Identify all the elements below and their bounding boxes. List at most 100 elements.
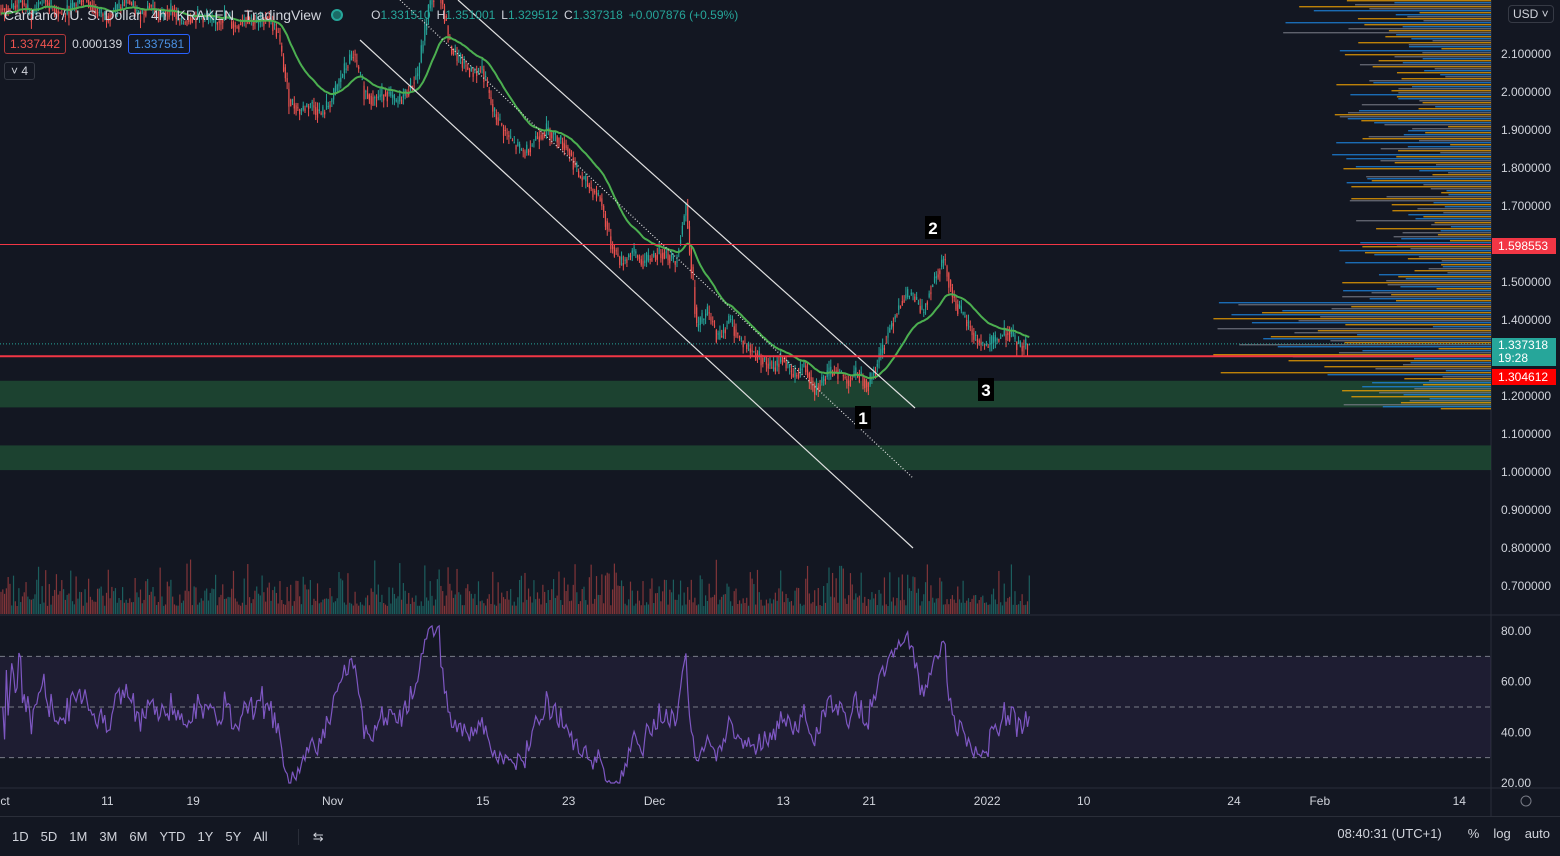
- volume-bar: [468, 591, 471, 614]
- volume-bar: [23, 592, 25, 614]
- volume-bar: [896, 597, 898, 614]
- candle-body: [493, 107, 496, 111]
- volume-bar: [780, 570, 782, 614]
- candle-body: [728, 315, 730, 324]
- volume-bar: [61, 580, 63, 614]
- candle-body: [844, 377, 846, 378]
- candle-body: [617, 253, 619, 256]
- volume-bar: [254, 590, 256, 614]
- range-1y[interactable]: 1Y: [197, 829, 214, 844]
- volume-profile-bar: [1348, 28, 1491, 30]
- price-chart[interactable]: 1232.1000002.0000001.9000001.8000001.700…: [0, 0, 1560, 816]
- volume-bar: [54, 589, 56, 614]
- volume-bar: [840, 565, 843, 614]
- volume-profile-bar: [1378, 274, 1491, 276]
- range-3m[interactable]: 3M: [99, 829, 118, 844]
- candle-body: [688, 226, 691, 254]
- candle-body: [522, 150, 524, 152]
- volume-profile-bar: [1423, 216, 1491, 218]
- range-1d[interactable]: 1D: [12, 829, 29, 844]
- volume-profile-bar: [1357, 334, 1491, 336]
- volume-bar: [66, 594, 68, 614]
- annotation-box: [978, 378, 994, 401]
- candle-body: [526, 144, 528, 153]
- volume-bar: [846, 603, 848, 614]
- volume-bar: [753, 584, 755, 614]
- volume-profile-bar: [1424, 70, 1491, 72]
- volume-bar: [409, 603, 412, 614]
- volume-bar: [901, 574, 903, 614]
- volume-bar: [86, 602, 88, 614]
- candle-body: [311, 101, 313, 104]
- candle-body: [1021, 346, 1023, 352]
- volume-bar: [681, 605, 683, 614]
- candle-body: [483, 69, 485, 83]
- volume-profile-bar: [1369, 298, 1491, 300]
- candle-body: [71, 0, 74, 9]
- settings-gear-icon[interactable]: [1520, 795, 1532, 807]
- candle-body: [846, 378, 848, 384]
- currency-select[interactable]: USD ˅: [1508, 5, 1554, 23]
- volume-bar: [545, 602, 548, 614]
- candle-body: [20, 0, 22, 3]
- goto-date-icon[interactable]: ⇆: [297, 828, 324, 845]
- interval[interactable]: 4h: [150, 7, 167, 23]
- volume-bar: [876, 605, 878, 614]
- volume-bar: [985, 602, 987, 614]
- indicators-collapse-button[interactable]: ˅ 4: [4, 62, 36, 80]
- range-1m[interactable]: 1M: [69, 829, 88, 844]
- close-value: 1.337318: [572, 8, 623, 22]
- volume-bar: [159, 567, 161, 614]
- volume-bar: [492, 571, 494, 614]
- volume-profile-bar: [1391, 204, 1491, 206]
- volume-bar: [1017, 604, 1020, 614]
- volume-bar: [958, 599, 961, 614]
- volume-bar: [5, 588, 7, 614]
- symbol-name[interactable]: Cardano / U. S. Dollar: [4, 7, 141, 23]
- bottom-toolbar: 1D 5D 1M 3M 6M YTD 1Y 5Y All ⇆: [0, 816, 1560, 856]
- sell-button[interactable]: 1.337442: [4, 34, 67, 54]
- volume-bar: [674, 599, 676, 614]
- candle-body: [774, 367, 776, 372]
- volume-bar: [592, 603, 594, 614]
- candle-body: [218, 21, 220, 24]
- candle-body: [544, 132, 546, 137]
- candle-body: [243, 19, 245, 21]
- range-all[interactable]: All: [253, 829, 268, 844]
- candle-body: [186, 21, 188, 25]
- volume-profile-bar: [1324, 366, 1491, 368]
- time-tick-label: 10: [1077, 794, 1091, 808]
- volume-profile-bar: [1393, 236, 1491, 238]
- candle-body: [293, 103, 295, 109]
- volume-bar: [982, 595, 984, 614]
- log-toggle[interactable]: log: [1493, 826, 1511, 841]
- auto-toggle[interactable]: auto: [1524, 826, 1550, 841]
- volume-profile-bar: [1440, 74, 1491, 76]
- volume-profile-bar: [1343, 168, 1491, 170]
- candle-body: [660, 253, 662, 259]
- volume-bar: [209, 592, 211, 614]
- range-5d[interactable]: 5D: [40, 829, 58, 844]
- range-5y[interactable]: 5Y: [225, 829, 242, 844]
- volume-bar: [824, 602, 827, 614]
- candle-body: [336, 84, 338, 91]
- range-6m[interactable]: 6M: [129, 829, 148, 844]
- range-ytd[interactable]: YTD: [159, 829, 186, 844]
- clock: 08:40:31 (UTC+1): [1337, 826, 1442, 841]
- volume-profile-bar: [1361, 104, 1491, 106]
- volume-bar: [898, 577, 900, 614]
- volume-bar: [367, 595, 369, 614]
- candle-body: [944, 259, 946, 261]
- buy-button[interactable]: 1.337581: [128, 34, 191, 54]
- percent-toggle[interactable]: %: [1467, 826, 1480, 841]
- candle-body: [853, 370, 855, 377]
- candle-body: [536, 137, 539, 139]
- candle-body: [468, 69, 471, 78]
- candle-body: [304, 108, 306, 112]
- candle-body: [576, 164, 578, 167]
- candle-body: [93, 7, 95, 10]
- candle-body: [62, 14, 65, 16]
- volume-bar: [790, 600, 793, 614]
- candle-body: [731, 322, 734, 324]
- candle-body: [554, 130, 556, 136]
